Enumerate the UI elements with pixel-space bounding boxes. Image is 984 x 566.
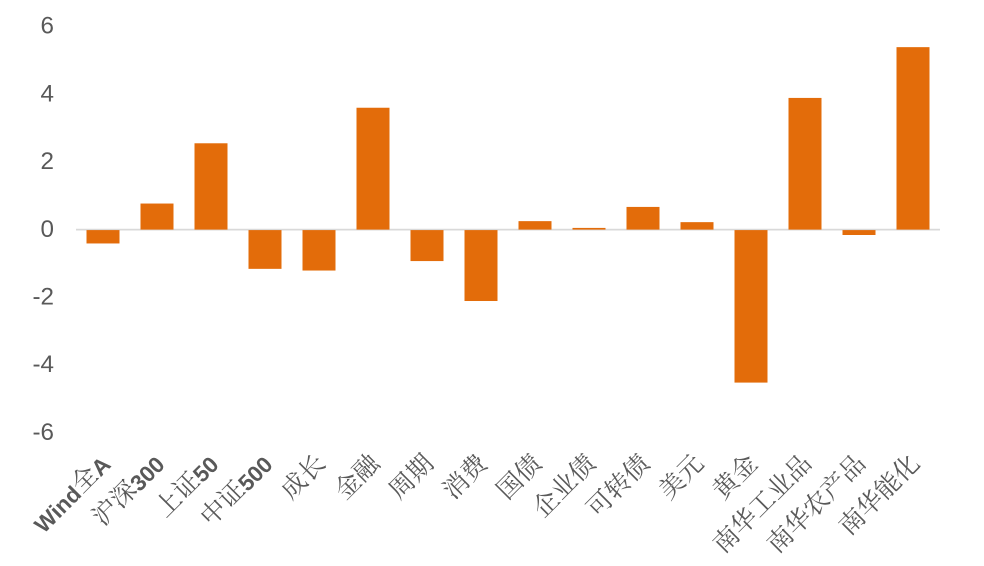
svg-text:4: 4 xyxy=(41,80,54,107)
svg-text:2: 2 xyxy=(41,148,54,175)
svg-text:0: 0 xyxy=(41,216,54,243)
svg-text:-2: -2 xyxy=(32,284,54,311)
svg-text:-6: -6 xyxy=(32,419,54,446)
svg-text:6: 6 xyxy=(41,13,54,40)
svg-text:-4: -4 xyxy=(32,351,54,378)
